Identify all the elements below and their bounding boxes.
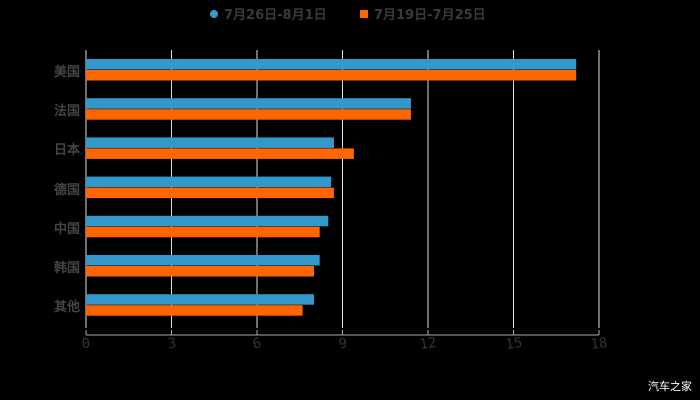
bar[interactable]	[86, 255, 320, 266]
x-tick-label: 9	[337, 335, 348, 353]
chart-legend: 7月26日-8月1日 7月19日-7月25日	[0, 4, 700, 24]
bar[interactable]	[86, 109, 411, 120]
bar[interactable]	[86, 98, 411, 109]
category-label: 德国	[53, 182, 80, 198]
bar[interactable]	[86, 148, 354, 159]
bar[interactable]	[86, 187, 334, 199]
bar[interactable]	[86, 59, 577, 70]
category-label: 法国	[53, 104, 80, 120]
x-tick-label: 18	[589, 334, 609, 354]
bar[interactable]	[86, 305, 303, 316]
category-label: 韩国	[53, 261, 80, 276]
legend-item-series-1[interactable]: 7月26日-8月1日	[210, 4, 327, 23]
x-tick-label: 12	[418, 334, 438, 354]
bar[interactable]	[86, 215, 329, 227]
category-label: 中国	[53, 221, 80, 237]
bar[interactable]	[86, 294, 314, 305]
legend-label: 7月19日-7月25日	[374, 8, 486, 23]
bar[interactable]	[86, 226, 320, 238]
square-marker-icon	[360, 9, 368, 18]
bar[interactable]	[86, 266, 314, 277]
x-tick-label: 15	[504, 334, 523, 354]
legend-item-series-2[interactable]: 7月19日-7月25日	[360, 4, 486, 23]
watermark: 汽车之家	[648, 380, 692, 393]
bar[interactable]	[86, 70, 577, 81]
x-tick-label: 3	[166, 335, 177, 353]
bar[interactable]	[86, 137, 334, 148]
category-label: 其他	[53, 300, 80, 316]
category-label: 日本	[53, 143, 80, 159]
bar[interactable]	[86, 176, 332, 188]
category-label: 美国	[53, 65, 80, 80]
legend-label: 7月26日-8月1日	[224, 8, 327, 23]
circle-marker-icon	[210, 9, 218, 18]
